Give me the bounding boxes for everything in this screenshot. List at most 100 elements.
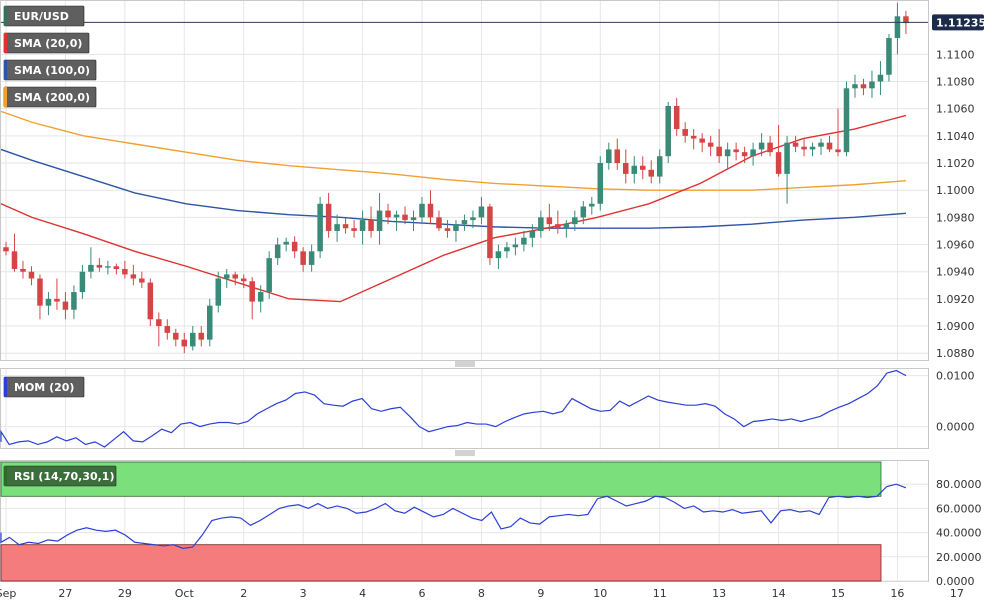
candle-body	[648, 169, 654, 177]
candle-body	[801, 146, 807, 150]
candle	[589, 196, 595, 215]
candle-body	[903, 16, 909, 24]
x-axis-tick-label: 15	[831, 587, 845, 600]
x-axis-tick-label: 29	[118, 587, 132, 600]
momentum-axis-tick-label: 0.0000	[936, 421, 975, 434]
candle-body	[792, 142, 799, 147]
candle	[427, 190, 434, 225]
legend-sma100: SMA (100,0)	[3, 59, 97, 81]
x-axis-tick-label: 27	[58, 587, 72, 600]
candle-body	[521, 237, 527, 245]
price-axis-tick-label: 1.0900	[936, 320, 975, 333]
candle	[139, 271, 145, 288]
candle-body	[249, 281, 255, 302]
candle-body	[538, 217, 544, 231]
candle-body	[393, 214, 400, 218]
rsi-axis-tick-label: 20.0000	[936, 551, 982, 564]
x-axis-tick-label: 17	[950, 587, 964, 600]
candle-body	[20, 268, 26, 272]
candle-body	[767, 142, 773, 153]
candle-body	[410, 217, 417, 221]
candle	[623, 149, 629, 184]
candle	[300, 247, 306, 272]
candle-body	[198, 332, 205, 340]
candle-body	[444, 228, 451, 231]
candle-body	[325, 203, 332, 231]
candle-body	[877, 74, 884, 82]
candle	[436, 210, 442, 231]
candle	[648, 160, 654, 184]
rsi-line	[0, 483, 907, 549]
legend-sma20-swatch	[4, 33, 7, 53]
candle-body	[342, 224, 349, 229]
rsi-overbought-zone	[0, 461, 882, 497]
candle-body	[257, 292, 264, 302]
candle-body	[436, 217, 442, 229]
legend-sma200-swatch	[4, 87, 7, 107]
candle-body	[495, 251, 502, 259]
candle	[291, 236, 298, 259]
candle	[96, 258, 103, 272]
candle-body	[529, 230, 536, 238]
candle	[707, 135, 714, 157]
price-axis-tick-label: 1.0980	[936, 211, 975, 224]
candle-body	[3, 247, 9, 252]
legend-sma200-label: SMA (200,0)	[14, 91, 90, 104]
candle-body	[631, 165, 638, 174]
candle	[266, 251, 272, 299]
candle	[105, 260, 111, 275]
price-axis-tick-label: 1.0940	[936, 266, 975, 279]
candle-body	[563, 224, 570, 229]
candle	[257, 285, 264, 313]
candle-body	[223, 274, 230, 279]
x-axis-tick-label: 8	[478, 587, 485, 600]
last-price-badge-bg	[932, 14, 984, 31]
candle-body	[690, 135, 697, 139]
candle	[546, 203, 553, 231]
candle	[767, 135, 773, 157]
candle	[181, 332, 188, 354]
candle-body	[699, 138, 705, 143]
candle	[198, 326, 205, 347]
candle	[673, 97, 680, 136]
candle-body	[206, 305, 213, 340]
price-axis-tick-label: 1.0960	[936, 239, 975, 252]
legend-sma20: SMA (20,0)	[3, 32, 90, 54]
candle-body	[512, 244, 519, 248]
price-axis-tick-label: 1.1060	[936, 103, 975, 116]
candle-body	[741, 152, 748, 157]
candle-body	[164, 326, 171, 333]
candle	[801, 138, 807, 157]
candle	[130, 264, 137, 286]
candle	[308, 244, 315, 272]
candle	[71, 285, 77, 320]
candle	[877, 61, 884, 96]
candle	[342, 217, 349, 234]
candle-body	[546, 217, 553, 225]
candle	[894, 2, 901, 55]
candle-body	[623, 163, 629, 174]
candle-body	[665, 105, 671, 157]
candle	[886, 33, 892, 82]
price-panel	[0, 2, 928, 354]
price-axis-tick-label: 1.0880	[936, 347, 975, 360]
candle-body	[317, 203, 323, 252]
candle-body	[308, 251, 315, 265]
x-axis-tick-label: Oct	[175, 587, 195, 600]
candle-body	[359, 220, 366, 231]
candle-body	[775, 152, 782, 174]
candle-body	[784, 142, 790, 174]
candle-body	[750, 149, 756, 157]
candle	[173, 328, 179, 347]
candle	[521, 230, 527, 252]
candle-body	[597, 163, 604, 204]
rsi-axis-tick-label: 0.0000	[936, 575, 975, 588]
candle	[11, 233, 18, 272]
candle-body	[385, 210, 391, 218]
candle	[3, 241, 9, 256]
candle	[826, 135, 833, 153]
candle	[699, 133, 705, 153]
candle-body	[402, 214, 408, 221]
candle-body	[274, 244, 281, 259]
candle-body	[427, 203, 434, 218]
